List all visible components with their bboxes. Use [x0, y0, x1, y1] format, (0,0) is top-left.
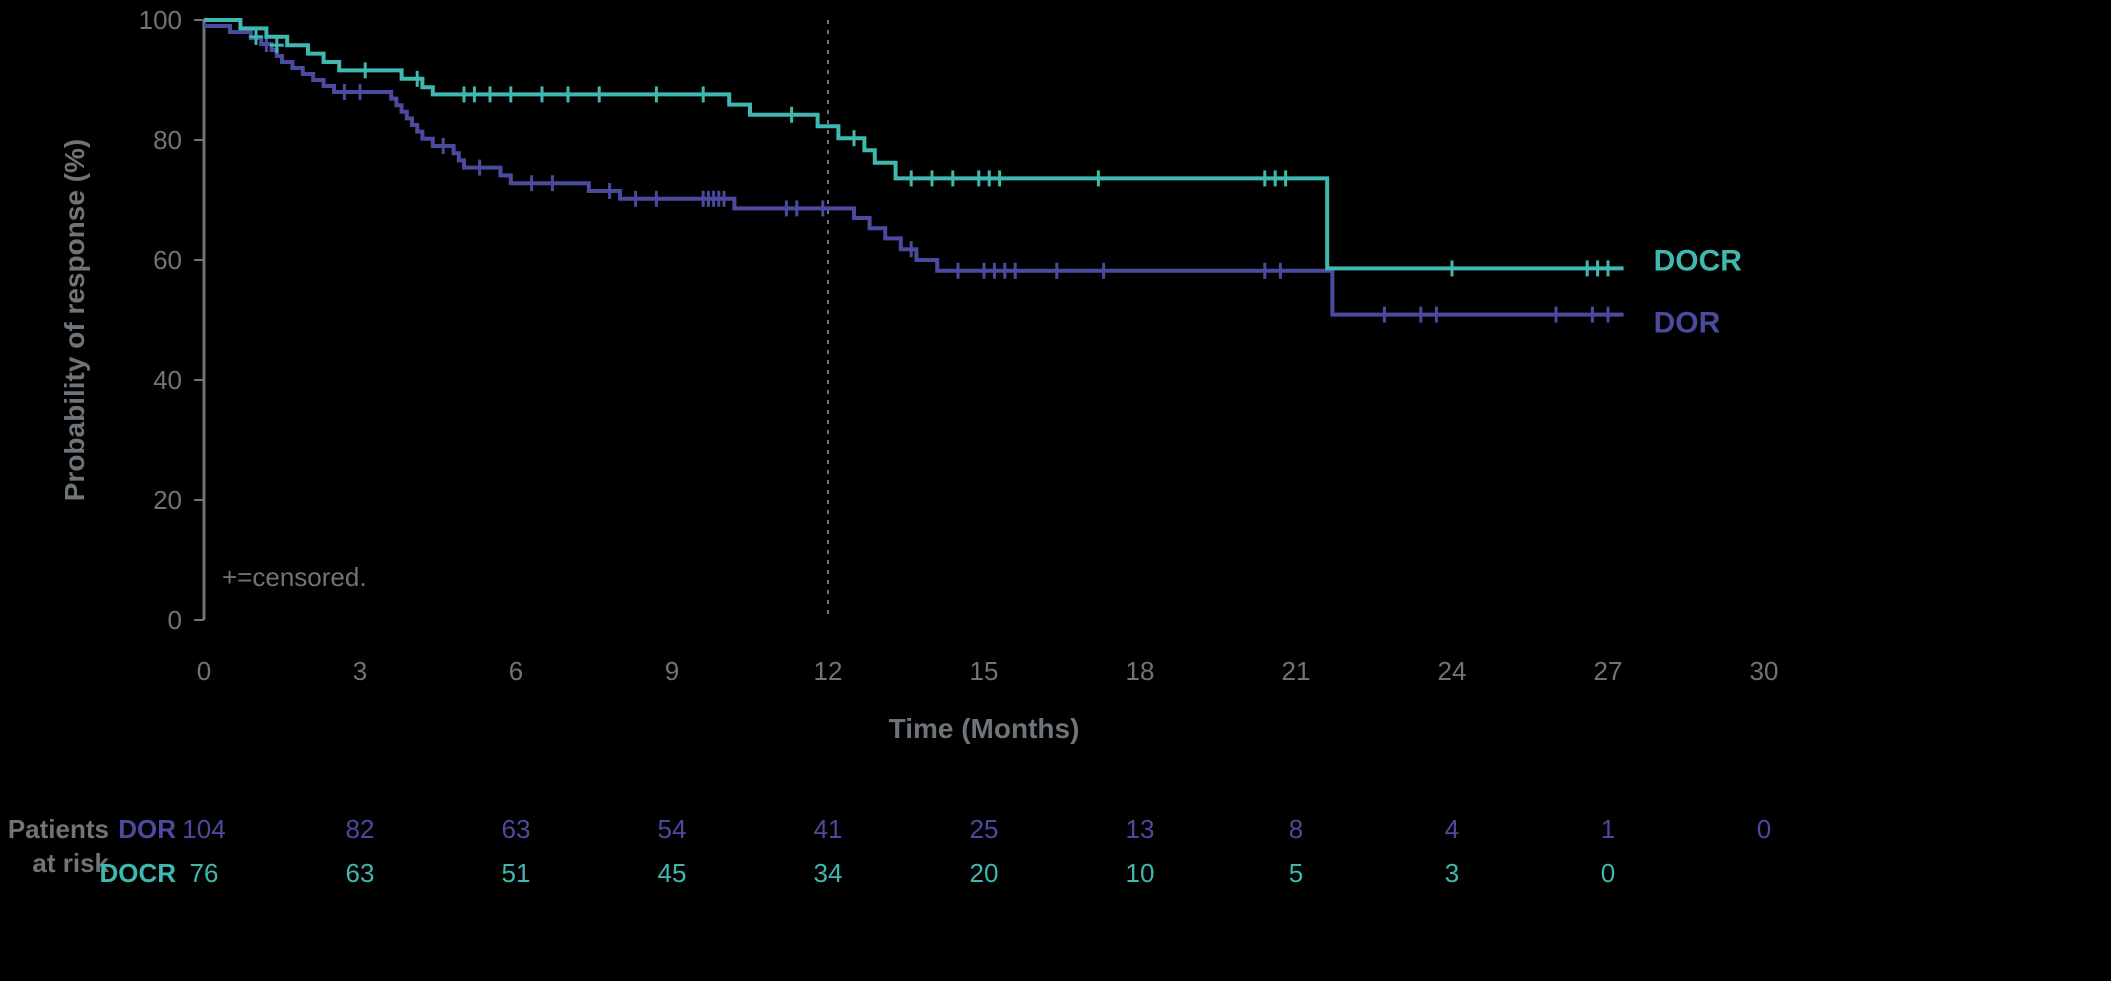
- x-tick-label: 9: [665, 656, 679, 686]
- km-chart: 020406080100Probability of response (%)0…: [0, 0, 2111, 981]
- x-tick-label: 3: [353, 656, 367, 686]
- risk-cell-dor-24: 4: [1445, 814, 1459, 844]
- risk-cell-docr-12: 34: [814, 858, 843, 888]
- y-axis-label: Probability of response (%): [59, 139, 90, 502]
- x-axis-label: Time (Months): [889, 713, 1080, 744]
- x-tick-label: 27: [1594, 656, 1623, 686]
- risk-cell-dor-0: 104: [182, 814, 225, 844]
- y-tick-label: 80: [153, 125, 182, 155]
- x-tick-label: 6: [509, 656, 523, 686]
- risk-cell-docr-6: 51: [502, 858, 531, 888]
- x-tick-label: 15: [970, 656, 999, 686]
- censored-note: +=censored.: [222, 562, 367, 592]
- risk-cell-dor-9: 54: [658, 814, 687, 844]
- risk-cell-docr-18: 10: [1126, 858, 1155, 888]
- risk-cell-docr-0: 76: [190, 858, 219, 888]
- end-label-dor: DOR: [1654, 307, 1721, 340]
- risk-cell-docr-15: 20: [970, 858, 999, 888]
- risk-cell-dor-30: 0: [1757, 814, 1771, 844]
- risk-cell-docr-21: 5: [1289, 858, 1303, 888]
- x-tick-label: 30: [1750, 656, 1779, 686]
- risk-cell-docr-9: 45: [658, 858, 687, 888]
- risk-table-header-line1: Patients: [8, 814, 109, 844]
- risk-cell-docr-3: 63: [346, 858, 375, 888]
- risk-cell-docr-27: 0: [1601, 858, 1615, 888]
- x-tick-label: 12: [814, 656, 843, 686]
- risk-cell-dor-15: 25: [970, 814, 999, 844]
- risk-cell-dor-27: 1: [1601, 814, 1615, 844]
- y-tick-label: 40: [153, 365, 182, 395]
- y-tick-label: 60: [153, 245, 182, 275]
- x-tick-label: 24: [1438, 656, 1467, 686]
- y-tick-label: 20: [153, 485, 182, 515]
- risk-row-label-docr: DOCR: [99, 858, 176, 888]
- risk-row-label-dor: DOR: [118, 814, 176, 844]
- end-label-docr: DOCR: [1654, 244, 1743, 277]
- y-tick-label: 0: [168, 605, 182, 635]
- y-tick-label: 100: [139, 5, 182, 35]
- risk-cell-dor-6: 63: [502, 814, 531, 844]
- risk-cell-dor-18: 13: [1126, 814, 1155, 844]
- risk-cell-dor-3: 82: [346, 814, 375, 844]
- risk-cell-docr-24: 3: [1445, 858, 1459, 888]
- x-tick-label: 0: [197, 656, 211, 686]
- risk-cell-dor-21: 8: [1289, 814, 1303, 844]
- x-tick-label: 18: [1126, 656, 1155, 686]
- x-tick-label: 21: [1282, 656, 1311, 686]
- risk-table-header-line2: at risk: [32, 848, 109, 878]
- risk-cell-dor-12: 41: [814, 814, 843, 844]
- chart-bg: [0, 0, 2111, 981]
